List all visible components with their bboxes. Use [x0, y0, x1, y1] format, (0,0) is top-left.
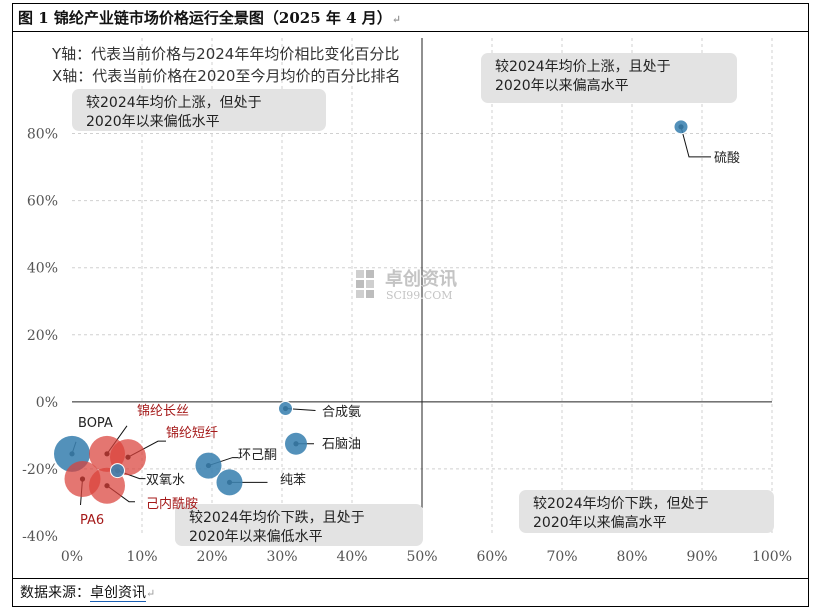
- data-point: [216, 469, 243, 496]
- quadrant-text: 较2024年均价下跌，且处于: [189, 510, 365, 526]
- point-label: 环己酮: [238, 448, 277, 463]
- x-tick-label: 70%: [546, 549, 577, 565]
- quadrant-bottom-right: 较2024年均价下跌，但处于 2020年以来偏高水平: [519, 490, 774, 533]
- x-tick-label: 0%: [61, 549, 83, 565]
- data-point: [195, 452, 222, 479]
- y-tick-label: -40%: [22, 529, 58, 545]
- point-label: 双氧水: [146, 473, 185, 488]
- leader-line: [680, 126, 711, 158]
- chart-ticks: 0% 10% 20% 30% 40% 50% 60% 70% 80% 90% 100% 80% 60% 4…: [22, 127, 792, 565]
- quadrant-boxes: 较2024年均价上涨，但处于 2020年以来偏低水平 较2024年均价上涨，且处于 2…: [72, 53, 774, 546]
- source-label: 数据来源：: [20, 585, 90, 601]
- frame-left: [12, 3, 13, 607]
- quadrant-text: 2020年以来偏低水平: [189, 529, 323, 545]
- data-point: [285, 432, 307, 455]
- point-label: 硫酸: [714, 151, 740, 166]
- point-label: 己内酰胺: [146, 496, 198, 512]
- point-label: 合成氨: [322, 405, 361, 420]
- quadrant-text: 2020年以来偏高水平: [533, 514, 667, 531]
- quadrant-text: 较2024年均价上涨，但处于: [86, 95, 262, 111]
- x-tick-label: 10%: [126, 549, 157, 565]
- quadrant-box: [519, 490, 774, 533]
- quadrant-box: [72, 89, 326, 131]
- axis-note-text: Y轴：代表当前价格与2024年年均价相比变化百分比: [51, 45, 399, 63]
- point-label: 石脑油: [322, 437, 361, 452]
- watermark-text: 卓创资讯: [385, 268, 457, 290]
- point-label: PA6: [80, 513, 104, 528]
- watermark-logo-icon: [356, 270, 374, 298]
- frame-footer-rule: [12, 578, 809, 579]
- data-point: [110, 463, 125, 479]
- x-tick-label: 90%: [686, 549, 717, 565]
- quadrant-text: 2020年以来偏低水平: [86, 114, 220, 130]
- x-tick-label: 100%: [752, 549, 792, 565]
- y-tick-label: 40%: [27, 261, 58, 277]
- y-tick-label: 20%: [27, 328, 58, 344]
- point-label: 锦纶短纤: [166, 426, 218, 441]
- quadrant-bottom-left: 较2024年均价下跌，且处于 2020年以来偏低水平: [175, 504, 423, 546]
- watermark: 卓创资讯 SCI99.COM: [356, 268, 457, 302]
- axis-note-text: X轴：代表当前价格在2020至今月均价的百分比排名: [52, 67, 400, 85]
- frame-top: [12, 3, 809, 4]
- x-tick-label: 60%: [476, 549, 507, 565]
- quadrant-box: [481, 53, 737, 103]
- y-tick-label: -20%: [22, 462, 58, 478]
- quadrant-box: [175, 504, 423, 546]
- point-label: BOPA: [78, 416, 113, 431]
- footer-source: 数据来源：卓创资讯↵: [20, 585, 156, 602]
- chart-axes: [72, 38, 772, 540]
- quadrant-top-right: 较2024年均价上涨，且处于 2020年以来偏高水平: [481, 53, 737, 103]
- frame-title-rule: [12, 31, 809, 32]
- data-point: [64, 460, 101, 497]
- data-points: [54, 119, 689, 504]
- page-title: 图 1 锦纶产业链市场价格运行全景图（2025 年 4 月）↵: [18, 9, 401, 27]
- axis-notes: Y轴：代表当前价格与2024年年均价相比变化百分比 X轴：代表当前价格在2020至…: [51, 45, 400, 85]
- y-tick-label: 80%: [27, 127, 58, 143]
- frame-bottom: [12, 606, 809, 607]
- point-label: 锦纶长丝: [137, 404, 189, 419]
- leader-lines: [69, 124, 711, 506]
- quadrant-text: 2020年以来偏高水平: [495, 77, 629, 94]
- watermark-url: SCI99.COM: [386, 289, 453, 302]
- point-label: 纯苯: [280, 473, 306, 488]
- quadrant-text: 较2024年均价下跌，但处于: [533, 496, 709, 512]
- x-tick-label: 50%: [406, 549, 437, 565]
- y-tick-label: 0%: [36, 395, 58, 411]
- x-tick-label: 30%: [266, 549, 297, 565]
- x-tick-label: 20%: [196, 549, 227, 565]
- frame-right: [808, 3, 809, 607]
- x-tick-label: 40%: [336, 549, 367, 565]
- x-tick-label: 80%: [616, 549, 647, 565]
- data-point: [673, 119, 689, 135]
- source-link[interactable]: 卓创资讯: [90, 585, 146, 602]
- quadrant-text: 较2024年均价上涨，且处于: [495, 59, 671, 75]
- quadrant-top-left: 较2024年均价上涨，但处于 2020年以来偏低水平: [72, 89, 326, 131]
- y-tick-label: 60%: [27, 194, 58, 210]
- data-point: [278, 401, 293, 417]
